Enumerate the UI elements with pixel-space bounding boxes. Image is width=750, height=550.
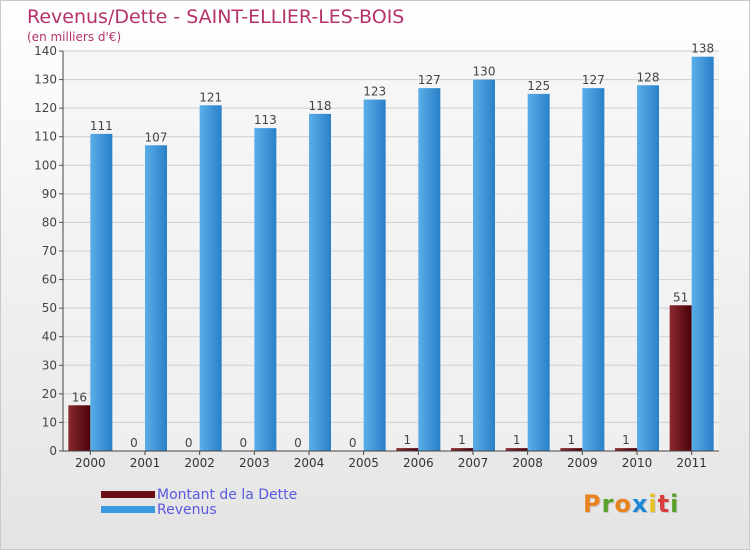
revenus-value-label: 127 xyxy=(582,73,605,87)
revenus-bar xyxy=(309,113,331,451)
dette-value-label: 51 xyxy=(673,290,688,304)
x-tick-label: 2009 xyxy=(567,456,598,470)
legend-item-revenus: Revenus xyxy=(101,501,297,518)
revenus-value-label: 107 xyxy=(145,130,168,144)
revenus-bar xyxy=(527,93,550,451)
dette-value-label: 0 xyxy=(185,436,193,450)
legend-item-dette: Montant de la Dette xyxy=(101,486,298,503)
x-tick-label: 2004 xyxy=(294,456,325,470)
dette-value-label: 0 xyxy=(349,436,357,450)
y-tick-label: 0 xyxy=(49,444,57,458)
logo-letter: t xyxy=(657,490,671,518)
revenus-value-label: 138 xyxy=(691,42,714,56)
logo-letter: r xyxy=(601,490,615,518)
revenus-bar xyxy=(418,88,441,452)
y-tick-label: 80 xyxy=(42,215,57,229)
dette-bar xyxy=(68,405,91,451)
revenus-value-label: 118 xyxy=(309,99,332,113)
dette-value-label: 1 xyxy=(622,433,630,447)
y-tick-label: 90 xyxy=(42,187,57,201)
x-tick-label: 2001 xyxy=(130,456,161,470)
revenus-bar xyxy=(199,105,222,452)
dette-value-label: 16 xyxy=(72,390,87,404)
dette-value-label: 1 xyxy=(513,433,521,447)
x-tick-label: 2010 xyxy=(622,456,653,470)
y-tick-label: 130 xyxy=(34,73,57,87)
revenus-bar xyxy=(145,145,167,452)
chart-subtitle: (en milliers d'€) xyxy=(27,30,122,44)
logo-letter: i xyxy=(648,490,658,518)
revenus-value-label: 113 xyxy=(254,113,277,127)
x-tick-label: 2011 xyxy=(676,456,707,470)
y-tick-label: 10 xyxy=(42,415,57,429)
x-tick-label: 2002 xyxy=(184,456,215,470)
dette-value-label: 0 xyxy=(294,436,302,450)
chart-title: Revenus/Dette - SAINT-ELLIER-LES-BOIS xyxy=(27,6,405,28)
dette-value-label: 0 xyxy=(240,436,248,450)
x-tick-label: 2003 xyxy=(239,456,270,470)
y-tick-label: 20 xyxy=(42,387,57,401)
y-tick-label: 110 xyxy=(34,130,57,144)
revenus-value-label: 127 xyxy=(418,73,441,87)
revenus-value-label: 121 xyxy=(199,90,222,104)
proxiti-logo: Proxiti xyxy=(583,490,679,518)
y-tick-label: 120 xyxy=(34,101,57,115)
revenus-bar xyxy=(363,99,386,452)
revenus-bar xyxy=(473,79,495,452)
y-tick-label: 30 xyxy=(42,358,57,372)
dette-bar xyxy=(505,448,528,451)
logo-letter: x xyxy=(631,490,649,518)
dette-value-label: 1 xyxy=(458,433,466,447)
logo-letter: i xyxy=(670,490,680,518)
dette-bar xyxy=(396,448,419,451)
revenus-bar xyxy=(637,85,659,452)
x-tick-label: 2005 xyxy=(348,456,379,470)
y-tick-label: 140 xyxy=(34,44,57,58)
y-tick-label: 100 xyxy=(34,158,57,172)
revenus-value-label: 128 xyxy=(637,70,660,84)
x-tick-label: 2006 xyxy=(403,456,434,470)
revenus-bar xyxy=(90,133,113,451)
x-tick-label: 2008 xyxy=(512,456,543,470)
dette-bar xyxy=(560,448,583,451)
y-tick-label: 70 xyxy=(42,244,57,258)
legend-swatch-dette xyxy=(101,491,155,498)
dette-value-label: 1 xyxy=(404,433,412,447)
y-tick-label: 40 xyxy=(42,330,57,344)
logo-letter: P xyxy=(583,490,602,518)
legend-label-dette: Montant de la Dette xyxy=(157,486,298,503)
revenus-value-label: 130 xyxy=(473,65,496,79)
revenus-value-label: 111 xyxy=(90,119,113,133)
x-tick-label: 2000 xyxy=(75,456,106,470)
dette-bar xyxy=(451,448,473,451)
y-tick-label: 50 xyxy=(42,301,57,315)
x-tick-label: 2007 xyxy=(458,456,489,470)
revenus-value-label: 125 xyxy=(527,79,550,93)
y-tick-label: 60 xyxy=(42,273,57,287)
revenus-value-label: 123 xyxy=(363,85,386,99)
revenus-bar xyxy=(691,56,714,451)
legend-swatch-revenus xyxy=(101,506,155,513)
dette-value-label: 1 xyxy=(568,433,576,447)
legend-label-revenus: Revenus xyxy=(157,501,217,518)
chart-legend: Montant de la Dette Revenus xyxy=(101,486,298,518)
dette-bar xyxy=(669,305,692,451)
dette-value-label: 0 xyxy=(130,436,138,450)
revenus-bar xyxy=(254,128,277,451)
logo-letter: o xyxy=(614,490,632,518)
dette-bar xyxy=(615,448,637,451)
revenus-bar xyxy=(582,88,605,452)
